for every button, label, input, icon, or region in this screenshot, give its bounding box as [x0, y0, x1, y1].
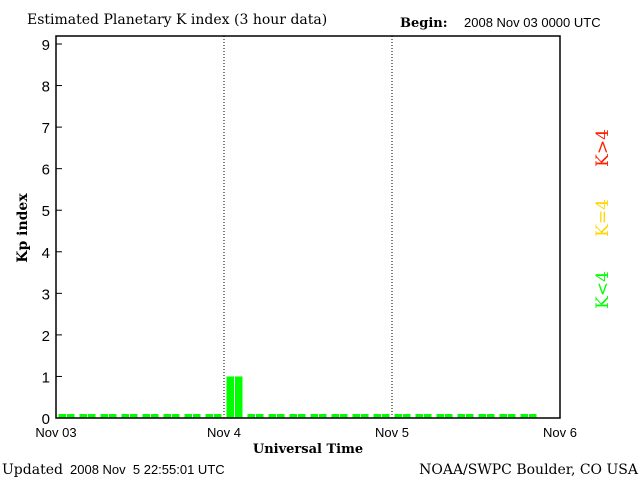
kp-bar: [58, 414, 66, 418]
y-tick-label: 7: [42, 120, 50, 137]
chart-title: Estimated Planetary K index (3 hour data…: [27, 12, 327, 28]
kp-bar: [163, 414, 171, 418]
kp-bar: [340, 414, 348, 418]
x-tick-label: Nov 4: [207, 425, 241, 440]
kp-bar: [424, 414, 432, 418]
kp-bar: [478, 414, 486, 418]
kp-bar: [205, 414, 213, 418]
y-tick-label: 8: [42, 79, 50, 96]
legend-label: K=4: [593, 199, 613, 237]
y-tick-label: 6: [42, 162, 50, 179]
kp-bar: [289, 414, 297, 418]
kp-bar: [172, 414, 180, 418]
kp-bar: [529, 414, 537, 418]
kp-bar: [520, 414, 528, 418]
kp-bar: [256, 414, 264, 418]
begin-label: Begin:: [400, 16, 448, 31]
x-axis-label: Universal Time: [253, 442, 363, 457]
x-tick-label: Nov 6: [543, 425, 577, 440]
kp-bar: [436, 414, 444, 418]
x-tick-label: Nov 5: [375, 425, 409, 440]
kp-bar: [151, 414, 159, 418]
kp-bar: [466, 414, 474, 418]
kp-bar: [445, 414, 453, 418]
kp-bar: [247, 414, 255, 418]
kp-bar: [298, 414, 306, 418]
kp-bar: [79, 414, 87, 418]
credit: NOAA/SWPC Boulder, CO USA: [419, 462, 639, 478]
kp-bar: [508, 414, 516, 418]
begin-value: 2008 Nov 03 0000 UTC: [464, 15, 601, 30]
kp-bar: [214, 414, 222, 418]
y-tick-label: 3: [42, 286, 50, 303]
kp-bar: [184, 414, 192, 418]
kp-bar: [415, 414, 423, 418]
kp-bar: [130, 414, 138, 418]
y-tick-label: 5: [42, 203, 50, 220]
kp-bar: [67, 414, 75, 418]
kp-bar: [310, 414, 318, 418]
kp-bar: [88, 414, 96, 418]
kp-bar: [100, 414, 108, 418]
updated-value: 2008 Nov 5 22:55:01 UTC: [70, 462, 225, 477]
kp-bar: [235, 376, 243, 418]
y-tick-label: 9: [42, 37, 50, 54]
kp-bar: [394, 414, 402, 418]
kp-bar: [193, 414, 201, 418]
kp-bar: [403, 414, 411, 418]
kp-bar: [226, 376, 234, 418]
y-tick-label: 2: [42, 328, 50, 345]
kp-bar: [331, 414, 339, 418]
kp-bar: [499, 414, 507, 418]
y-axis-label: Kp index: [15, 193, 31, 263]
kp-bar: [382, 414, 390, 418]
kp-bar: [361, 414, 369, 418]
legend-label: K<4: [593, 271, 613, 309]
kp-bar: [268, 414, 276, 418]
x-tick-label: Nov 03: [35, 425, 76, 440]
kp-bar: [373, 414, 381, 418]
kp-bar: [121, 414, 129, 418]
kp-bar: [277, 414, 285, 418]
y-tick-label: 1: [42, 369, 50, 386]
kp-bar: [319, 414, 327, 418]
kp-bar: [109, 414, 117, 418]
updated-label: Updated: [2, 462, 63, 478]
legend-label: K>4: [593, 129, 613, 167]
y-tick-label: 0: [42, 411, 50, 428]
kp-bar: [352, 414, 360, 418]
y-tick-label: 4: [42, 245, 50, 262]
kp-bar: [457, 414, 465, 418]
plot-frame: [55, 35, 561, 419]
kp-bar: [142, 414, 150, 418]
kp-bar: [487, 414, 495, 418]
